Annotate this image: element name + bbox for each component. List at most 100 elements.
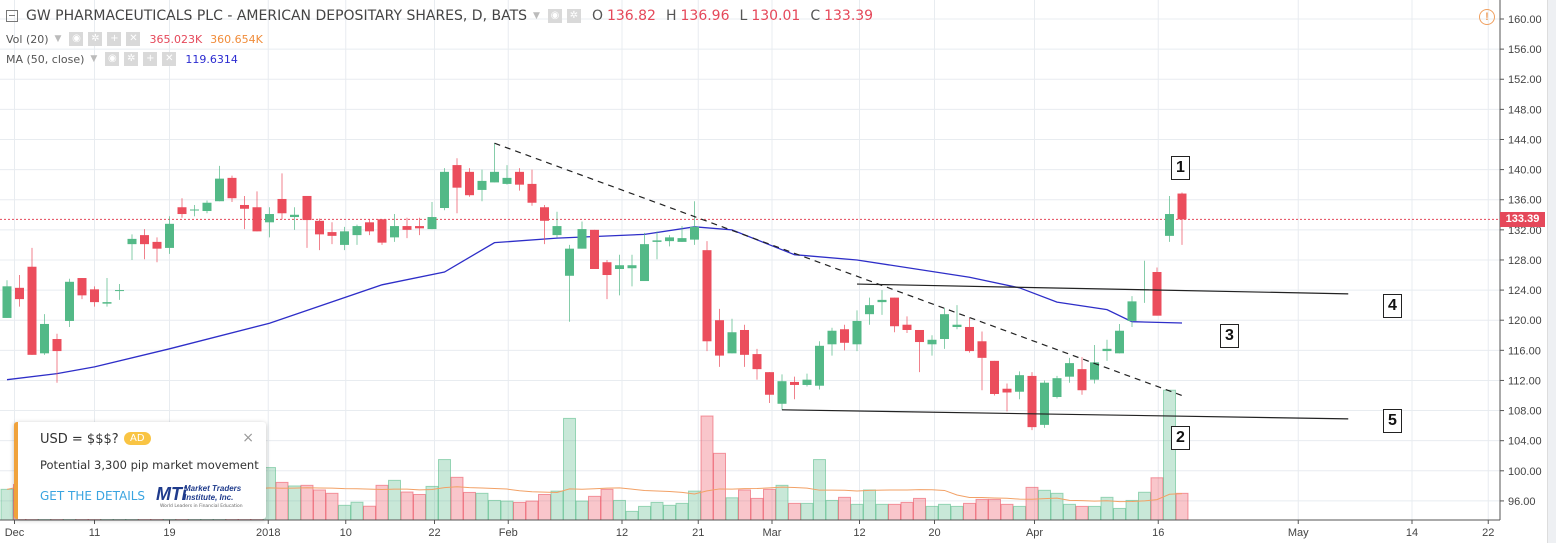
candle [390, 214, 399, 242]
volume-value: 365.023K [149, 32, 203, 46]
candle-body [890, 297, 899, 327]
chevron-down-icon[interactable]: ▼ [90, 54, 98, 64]
candle [502, 165, 512, 185]
candle-body [590, 229, 599, 269]
get-details-link[interactable]: GET THE DETAILS [40, 489, 146, 503]
volume-bar [600, 488, 614, 521]
candle-body [277, 198, 287, 214]
volume-bar [750, 497, 764, 521]
close-icon[interactable]: ✕ [162, 52, 177, 66]
candle [352, 224, 362, 245]
candle-body [565, 248, 574, 276]
volume-bar [413, 493, 426, 521]
candle [652, 231, 662, 260]
candle [152, 237, 162, 263]
volume-bar [963, 502, 976, 521]
volume-bar [938, 503, 951, 521]
candle [365, 219, 374, 236]
right-scrollbar[interactable] [1547, 0, 1556, 543]
candle [1040, 380, 1049, 428]
annotation-2[interactable]: 2 [1171, 426, 1190, 450]
ma-value: 119.6314 [185, 52, 238, 66]
collapse-icon[interactable] [6, 10, 18, 22]
time-axis: Dec 11 19 2018 10 22 Feb 12 21 Mar 12 20 Apr 16 May 14 2… [5, 520, 1494, 539]
candle [940, 308, 949, 349]
x-tick-label: Dec [5, 527, 25, 539]
x-tick-label: Apr [1026, 527, 1043, 539]
candle-body [1127, 301, 1137, 321]
candle [52, 333, 62, 383]
candle-body [577, 229, 587, 249]
annotation-5[interactable]: 5 [1383, 409, 1402, 433]
chevron-down-icon[interactable]: ▼ [54, 34, 62, 44]
drawings [494, 142, 1349, 420]
candle-body [1015, 375, 1024, 392]
candle-body [240, 204, 249, 209]
close-icon[interactable]: ✕ [126, 32, 141, 46]
ad-banner[interactable]: USD = $$$? AD × Potential 3,300 pip mark… [14, 422, 266, 519]
gear-icon[interactable]: ✲ [88, 32, 103, 46]
annotation-3[interactable]: 3 [1220, 324, 1239, 348]
candle-body [1165, 214, 1174, 236]
candle [927, 335, 937, 356]
candle-body [552, 226, 562, 236]
candle-body [640, 244, 649, 282]
volume-bar [1013, 505, 1026, 521]
candle-body [1077, 369, 1087, 391]
volume-bar [1138, 491, 1151, 521]
y-tick-label: 160.00 [1508, 14, 1542, 26]
volume-bar [763, 488, 776, 521]
chevron-down-icon[interactable]: ▼ [533, 11, 540, 21]
candle-body [327, 232, 337, 236]
eye-icon[interactable]: ◉ [547, 9, 562, 23]
volume-bar [400, 491, 414, 521]
candle-body [1177, 193, 1187, 220]
gear-icon[interactable]: ✲ [566, 9, 581, 23]
volume-bar [1088, 505, 1101, 521]
candle-body [977, 341, 987, 358]
candle-body [527, 183, 537, 203]
candle [1052, 375, 1062, 399]
candle [77, 278, 87, 300]
volume-bar [950, 505, 964, 521]
candle-body [652, 240, 662, 242]
y-tick-label: 152.00 [1508, 74, 1542, 86]
volume-bar [363, 505, 376, 521]
annotation-4[interactable]: 4 [1383, 294, 1402, 318]
candle-body [27, 266, 37, 355]
close-icon[interactable]: × [242, 430, 254, 446]
candle [1090, 345, 1099, 384]
candle-body [352, 226, 362, 236]
candle-body [515, 171, 524, 185]
y-tick-label: 120.00 [1508, 315, 1542, 327]
volume-bar [825, 499, 839, 521]
volume-bar [863, 489, 876, 521]
eye-icon[interactable]: ◉ [69, 32, 84, 46]
x-tick-label: Feb [499, 527, 518, 539]
eye-icon[interactable]: ◉ [105, 52, 120, 66]
annotation-1[interactable]: 1 [1171, 156, 1190, 180]
candle [965, 317, 974, 353]
candle [565, 244, 574, 322]
volume-bar [700, 415, 714, 521]
volume-bar [625, 510, 639, 521]
volume-bar [888, 503, 901, 521]
volume-bar [338, 504, 351, 521]
candle [902, 316, 912, 334]
candle [1027, 372, 1037, 431]
candle-body [690, 226, 699, 240]
alert-icon[interactable]: ! [1479, 9, 1495, 25]
gear-icon[interactable]: ✲ [124, 52, 139, 66]
candle [802, 373, 812, 387]
candle [415, 217, 424, 236]
resistance-line [856, 283, 1349, 295]
volume-bar [638, 505, 651, 521]
candle [190, 204, 199, 217]
volume-bar [313, 489, 326, 521]
candle [852, 310, 862, 352]
plus-icon[interactable]: + [107, 32, 122, 46]
volume-bar [300, 484, 314, 521]
plus-icon[interactable]: + [143, 52, 158, 66]
candle-body [315, 220, 324, 235]
